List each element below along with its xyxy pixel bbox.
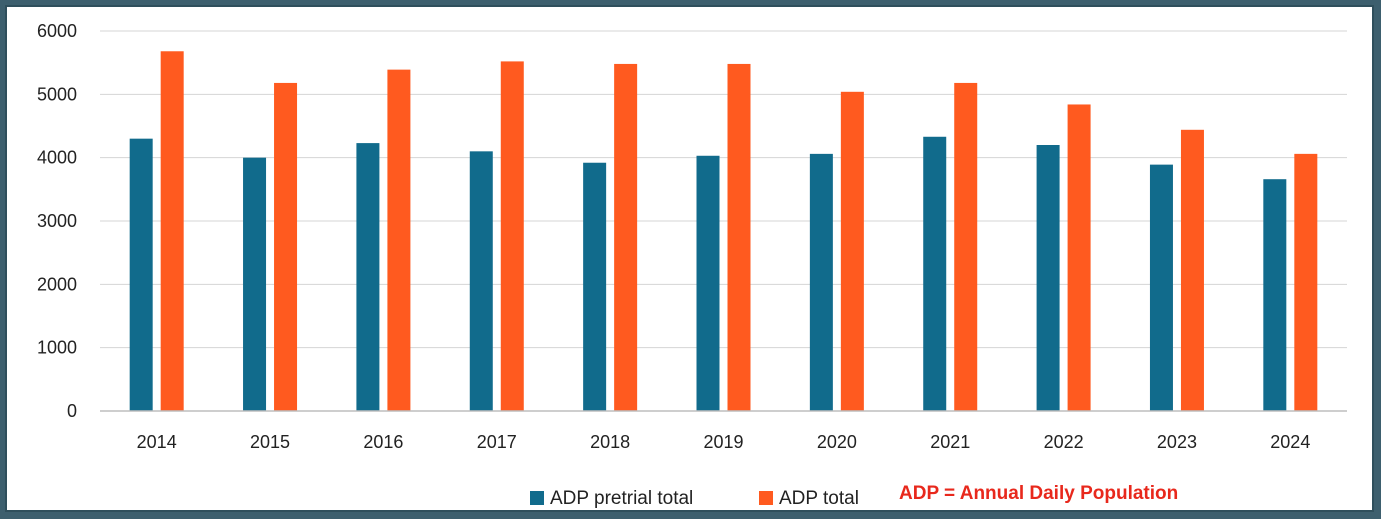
x-tick-label-2023: 2023 bbox=[1157, 432, 1197, 452]
y-tick-label-6000: 6000 bbox=[37, 21, 77, 41]
y-tick-label-3000: 3000 bbox=[37, 211, 77, 231]
y-tick-label-0: 0 bbox=[67, 401, 77, 421]
bar-adp-total-2021 bbox=[954, 82, 978, 411]
bar-adp-pretrial-total-2014 bbox=[129, 138, 153, 411]
x-axis-ticks: 2014 2015 2016 2017 2018 2019 2020 2021 2022 2023… bbox=[137, 432, 1311, 452]
bar-adp-pretrial-total-2021 bbox=[923, 136, 947, 411]
legend-label-adp-pretrial: ADP pretrial total bbox=[550, 488, 693, 509]
bar-adp-pretrial-total-2023 bbox=[1149, 164, 1173, 411]
annotation-note: ADP = Annual Daily Population bbox=[899, 483, 1178, 504]
bar-adp-total-2016 bbox=[387, 69, 411, 411]
y-tick-label-5000: 5000 bbox=[37, 84, 77, 104]
legend: ADP pretrial total ADP total ADP = Annua… bbox=[530, 483, 1178, 509]
bar-adp-pretrial-total-2024 bbox=[1263, 179, 1287, 411]
bar-adp-pretrial-total-2020 bbox=[809, 153, 833, 411]
x-tick-label-2014: 2014 bbox=[137, 432, 177, 452]
bar-adp-total-2020 bbox=[840, 91, 864, 412]
bar-adp-total-2015 bbox=[274, 82, 298, 411]
bar-adp-pretrial-total-2018 bbox=[583, 162, 607, 411]
bar-adp-total-2014 bbox=[160, 51, 184, 412]
x-tick-label-2019: 2019 bbox=[703, 432, 743, 452]
y-axis-ticks: 0 1000 2000 3000 4000 5000 6000 bbox=[37, 21, 77, 421]
x-tick-label-2015: 2015 bbox=[250, 432, 290, 452]
legend-swatch-adp-pretrial bbox=[530, 491, 544, 505]
chart-frame: 0 1000 2000 3000 4000 5000 6000 2014 2015 2016 20… bbox=[5, 5, 1374, 512]
bar-adp-pretrial-total-2016 bbox=[356, 143, 380, 411]
x-tick-label-2021: 2021 bbox=[930, 432, 970, 452]
bar-adp-total-2017 bbox=[500, 61, 524, 412]
y-tick-label-4000: 4000 bbox=[37, 148, 77, 168]
x-tick-label-2018: 2018 bbox=[590, 432, 630, 452]
bar-adp-total-2023 bbox=[1180, 129, 1204, 412]
gridlines bbox=[100, 30, 1347, 349]
legend-swatch-adp-total bbox=[759, 491, 773, 505]
y-tick-label-2000: 2000 bbox=[37, 274, 77, 294]
x-tick-label-2016: 2016 bbox=[363, 432, 403, 452]
bar-adp-pretrial-total-2015 bbox=[243, 157, 267, 411]
bar-adp-pretrial-total-2019 bbox=[696, 155, 720, 411]
y-tick-label-1000: 1000 bbox=[37, 338, 77, 358]
bar-adp-pretrial-total-2022 bbox=[1036, 145, 1060, 411]
bar-adp-pretrial-total-2017 bbox=[469, 151, 493, 412]
bar-adp-total-2024 bbox=[1294, 153, 1318, 411]
bars bbox=[129, 51, 1318, 412]
bar-adp-total-2019 bbox=[727, 63, 751, 411]
bar-adp-total-2018 bbox=[614, 63, 638, 411]
x-tick-label-2022: 2022 bbox=[1044, 432, 1084, 452]
bar-adp-total-2022 bbox=[1067, 104, 1091, 411]
legend-label-adp-total: ADP total bbox=[779, 488, 859, 509]
x-tick-label-2024: 2024 bbox=[1270, 432, 1310, 452]
x-tick-label-2017: 2017 bbox=[477, 432, 517, 452]
x-tick-label-2020: 2020 bbox=[817, 432, 857, 452]
